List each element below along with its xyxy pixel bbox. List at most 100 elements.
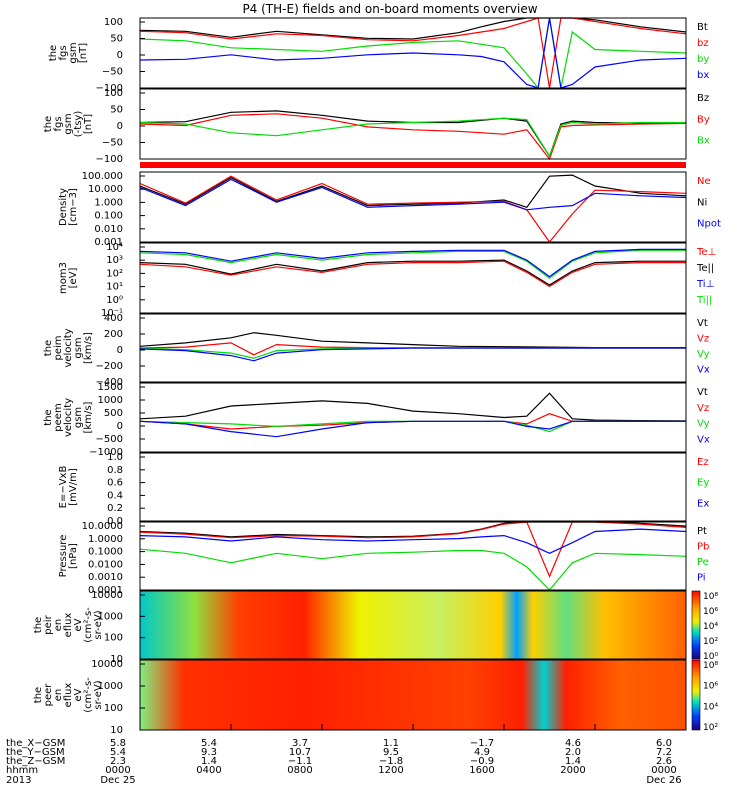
y-tick-label: 100: [104, 633, 123, 644]
legend-label: by: [697, 54, 709, 65]
y-axis-label-line: the: [48, 45, 59, 61]
y-axis-label-line: velocity: [63, 398, 74, 437]
y-tick-label: 0.010: [94, 224, 123, 235]
panel-7: Ez Ey Ex 1.0 0.8 0.60.4 0.2 0.0 E=−VxB [mV/m]: [58, 452, 709, 527]
y-tick-label: 1.0000: [88, 534, 123, 545]
panel-3: Ne Ni Npot 100.000 10.000 1.000 0.100 0.010 0.00…: [58, 171, 721, 248]
series-Vt: [139, 392, 687, 422]
legend-label: Ez: [697, 457, 709, 468]
y-tick-label: 10⁴: [106, 242, 123, 253]
legend-label: Vy: [697, 349, 710, 360]
y-tick-label: 10: [110, 654, 123, 665]
axis-value: −1.8: [379, 756, 403, 767]
y-tick-label: −50: [102, 138, 123, 149]
y-axis-label-line: gsm: [68, 42, 79, 63]
axis-value: 2000: [560, 765, 585, 776]
panel-frame: [139, 88, 687, 160]
axis-value: 2.6: [656, 756, 672, 767]
axis-value: 5.4: [110, 747, 126, 758]
panel-frame: [139, 17, 687, 89]
y-tick-label: −100: [96, 154, 123, 165]
y-tick-label: 1000: [98, 395, 123, 406]
axis-value: 9.3: [201, 747, 217, 758]
series-Te||: [139, 259, 686, 286]
y-tick-label: 0: [117, 421, 123, 432]
y-axis-label-line: gsm: [63, 113, 74, 134]
y-tick-label: 10⁻¹: [101, 308, 123, 319]
panel-frame: [139, 590, 687, 660]
axis-value: −0.9: [470, 756, 494, 767]
spectrogram-image: [140, 660, 686, 730]
panel-6: Vt Vz Vy Vx 1500 1000 500 0 −500 −1000 the peem velo…: [43, 382, 710, 458]
y-tick-label: 0.2: [107, 503, 123, 514]
y-axis-label-line: [mV/m]: [68, 468, 79, 506]
legend-label: Bx: [697, 136, 710, 147]
y-axis-label-line: peir: [43, 614, 54, 634]
y-tick-label: 1000: [98, 681, 123, 692]
legend-label: Vy: [697, 419, 710, 430]
y-tick-label: 0.0001: [88, 585, 123, 596]
y-axis-label-line: eflux: [63, 613, 74, 638]
y-axis-label-line: fgs: [58, 45, 69, 60]
colorbar-tick-label: 10²: [703, 637, 718, 647]
series-Vt: [139, 332, 686, 349]
y-axis-label: mom3 [eV]: [58, 262, 79, 294]
series-Vx: [139, 347, 686, 362]
y-axis-label: the peir en eflux eV (cm²-s-sr-eV): [33, 607, 104, 643]
y-tick-label: 100: [104, 88, 123, 99]
y-axis-label-line: eflux: [63, 683, 74, 708]
axis-row-label: the_X−GSM: [6, 738, 65, 749]
y-tick-label: 0.8: [107, 465, 123, 476]
legend-label: bz: [697, 38, 709, 49]
panel-frame: [139, 521, 687, 591]
y-axis-label-line: [nPa]: [68, 543, 79, 569]
y-axis-label-line: the: [43, 409, 54, 425]
legend-label: Vx: [697, 365, 710, 376]
y-axis-label-line: mom3: [58, 262, 69, 294]
series-Pt: [139, 521, 687, 538]
legend-label: Ni: [697, 197, 707, 208]
y-axis-label-line: [km/s]: [83, 332, 94, 364]
series-Ti||: [139, 249, 686, 280]
legend-label: Pb: [697, 542, 709, 553]
legend-label: Ne: [697, 176, 711, 187]
series-bx: [139, 17, 687, 89]
y-axis-label: the fgs gsm [nT]: [48, 42, 89, 63]
y-tick-label: 0.0: [107, 516, 123, 527]
legend-label: Te⊥: [696, 247, 716, 258]
series-Npot: [139, 178, 687, 211]
panel-2: Bz By Bx 100 50 0 −50 −100 the fgs gsm (-tsy) [nT]: [43, 88, 710, 165]
y-axis-label-line: sr-eV): [93, 680, 104, 709]
series-By: [139, 113, 687, 161]
quality-flag-bar: [140, 162, 686, 168]
y-axis-label-line: peer: [43, 683, 54, 707]
spectrogram-image: [140, 591, 686, 659]
y-tick-label: 400: [104, 313, 123, 324]
colorbar-tick-label: 10⁸: [703, 592, 718, 602]
y-axis-label-line: the: [43, 116, 54, 132]
series-Pi: [139, 528, 687, 554]
axis-value: 0000: [105, 765, 130, 776]
axis-value: 3.7: [292, 738, 308, 749]
axis-value: 5.8: [110, 738, 126, 749]
y-axis-label-line: E=−VxB: [58, 466, 69, 509]
legend-label: Vt: [697, 318, 708, 329]
axis-value: 1.4: [201, 756, 217, 767]
y-tick-label: 0.6: [107, 478, 123, 489]
panel-frame: [139, 382, 687, 453]
series-Pb: [139, 521, 687, 578]
panel-frame: [139, 313, 687, 383]
legend-label: Pe: [697, 557, 709, 568]
series-Bz: [139, 110, 687, 158]
axis-row-label: the_Y−GSM: [6, 747, 65, 758]
colorbar-tick-label: 10⁰: [703, 652, 718, 662]
y-tick-label: 0: [117, 345, 123, 356]
axis-row-label: the_Z−GSM: [6, 756, 65, 767]
series-Ni: [139, 174, 687, 209]
colorbar-tick-label: 10⁶: [703, 607, 718, 617]
y-tick-label: 0.0100: [88, 559, 123, 570]
legend-label: Bt: [697, 22, 708, 33]
series-Bx: [139, 117, 686, 158]
legend-label: bx: [697, 70, 709, 81]
